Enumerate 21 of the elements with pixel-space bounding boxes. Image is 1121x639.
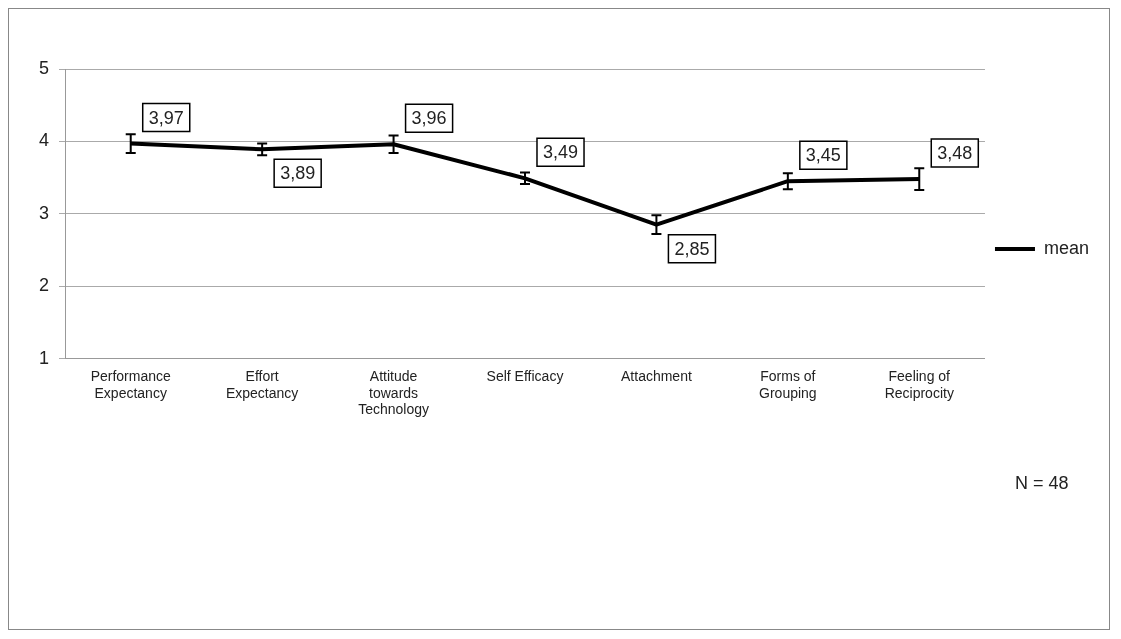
data-label: 3,89 (280, 163, 316, 184)
data-label: 3,45 (805, 145, 841, 166)
x-tick-label: Effort Expectancy (225, 367, 299, 401)
data-label: 3,49 (542, 142, 579, 163)
legend-label: mean (1043, 237, 1089, 258)
x-tick-label: Forms of Grouping (759, 367, 817, 401)
data-label: 3,97 (148, 107, 184, 128)
y-tick-label: 5 (39, 57, 50, 78)
data-label: 3,48 (937, 143, 973, 164)
y-tick-label: 1 (39, 347, 50, 368)
x-tick-label: Feeling of Reciprocity (884, 367, 954, 401)
y-tick-label: 3 (39, 202, 50, 223)
data-label: 2,85 (674, 238, 710, 259)
text: N = 48 (1014, 472, 1069, 493)
x-tick-label: Attitude towards Technology (358, 367, 429, 418)
data-label: 3,96 (411, 108, 447, 129)
x-tick-label: Self Efficacy (486, 367, 564, 384)
y-tick-label: 2 (39, 275, 50, 296)
x-tick-label: Attachment (621, 367, 692, 384)
y-tick-label: 4 (39, 130, 50, 151)
x-tick-label: Performance Expectancy (90, 367, 171, 401)
